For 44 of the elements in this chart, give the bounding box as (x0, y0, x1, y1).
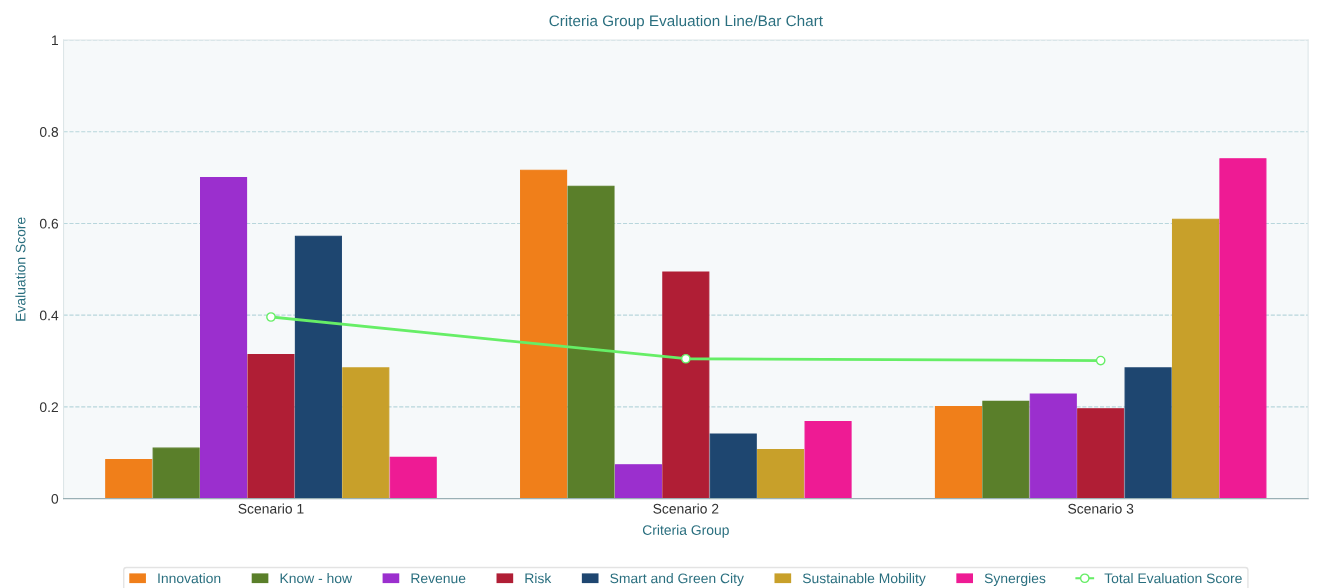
point (266, 312, 276, 322)
bar (934, 405, 982, 499)
y-tick-label: 1 (52, 35, 59, 46)
bar (709, 433, 757, 499)
bar (662, 271, 710, 499)
bar (1077, 408, 1125, 499)
point (1095, 355, 1106, 366)
legend-label: Risk (525, 573, 552, 584)
bar (1219, 158, 1267, 499)
bar (804, 421, 852, 499)
legend-label: Know - how (280, 573, 353, 584)
bar (200, 177, 248, 499)
bar (567, 185, 615, 499)
legend-label: Revenue (411, 573, 466, 584)
bar (294, 235, 342, 499)
bar (1124, 367, 1172, 499)
legend-label: Synergies (984, 573, 1046, 586)
bar (105, 459, 153, 499)
bar (152, 447, 200, 499)
bar (389, 456, 437, 499)
bar (757, 448, 805, 499)
bar (520, 169, 568, 499)
point (680, 353, 691, 364)
bar (614, 464, 662, 499)
bar (1171, 218, 1220, 499)
bar (247, 354, 295, 499)
x-tick-label: Scenario 3 (1068, 503, 1134, 514)
y-tick-label: 0.8 (39, 127, 59, 137)
x-axis-title: Criteria Group (642, 524, 729, 538)
x-tick-label: Scenario 2 (653, 503, 719, 514)
y-tick-label: 0.2 (39, 402, 58, 413)
y-axis-title: Evaluation Score (15, 217, 26, 321)
y-tick-label: 0 (51, 493, 59, 504)
bar (342, 367, 390, 499)
legend-label: Total Evaluation Score (1104, 573, 1242, 584)
bar (1029, 393, 1077, 499)
x-tick-label: Scenario 1 (238, 503, 304, 514)
y-tick-label: 0.6 (39, 218, 59, 229)
legend-label: Smart and Green City (610, 573, 744, 586)
y-tick-label: 0.4 (39, 310, 59, 321)
bar (982, 400, 1030, 499)
legend-label: Innovation (158, 573, 221, 584)
chart-title: Criteria Group Evaluation Line/Bar Chart (549, 15, 823, 30)
legend-label: Sustainable Mobility (802, 573, 926, 586)
